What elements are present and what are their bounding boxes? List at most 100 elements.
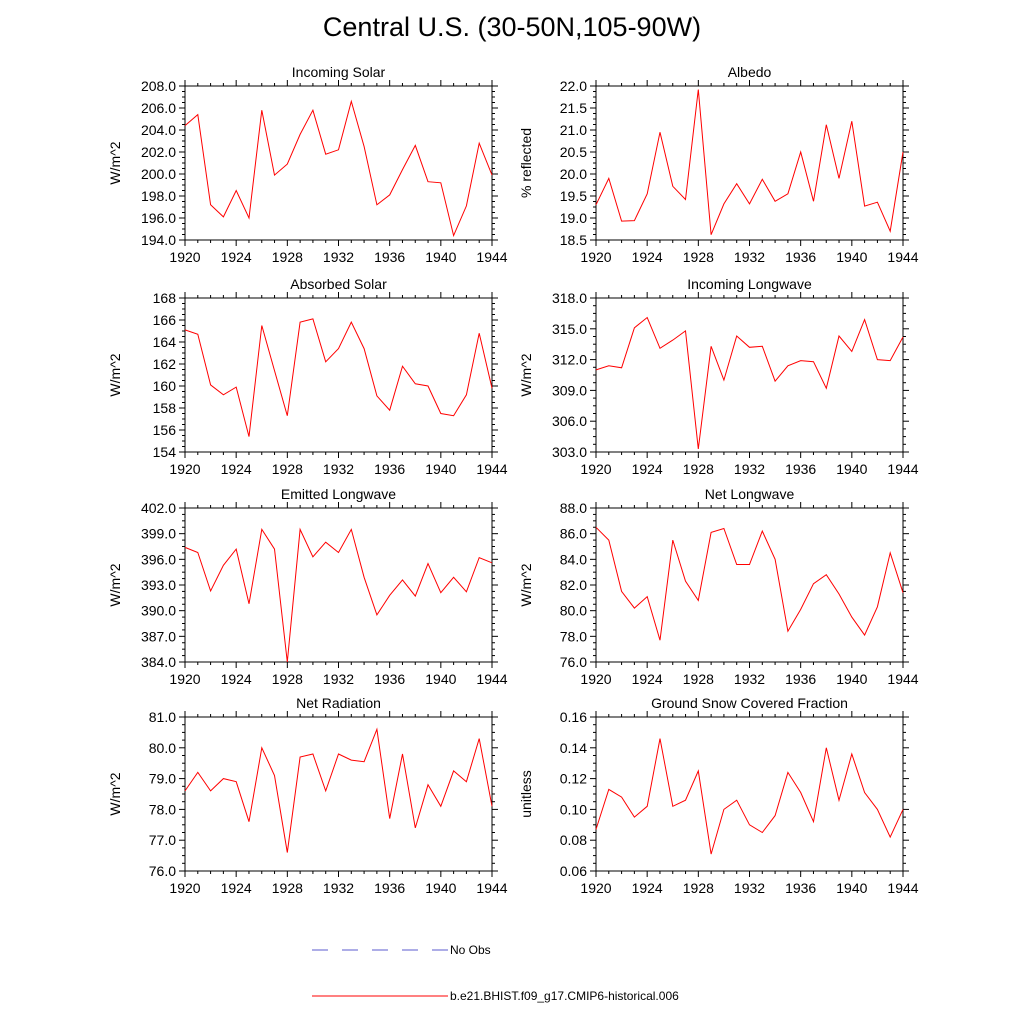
- y-tick-label: 194.0: [141, 232, 176, 248]
- x-tick-label: 1924: [221, 249, 252, 265]
- y-axis-label: W/m^2: [107, 141, 123, 184]
- x-tick-label: 1936: [785, 461, 816, 477]
- y-tick-label: 86.0: [560, 526, 587, 542]
- x-tick-label: 1936: [785, 249, 816, 265]
- y-axis-label: W/m^2: [518, 353, 534, 396]
- x-tick-label: 1936: [785, 880, 816, 896]
- y-tick-label: 21.5: [560, 100, 587, 116]
- y-tick-label: 0.12: [560, 771, 587, 787]
- x-tick-label: 1928: [272, 461, 303, 477]
- y-tick-label: 204.0: [141, 122, 176, 138]
- y-tick-label: 162: [153, 356, 177, 372]
- y-tick-label: 82.0: [560, 577, 587, 593]
- series-line: [184, 527, 493, 663]
- x-tick-label: 1944: [887, 249, 918, 265]
- y-tick-label: 22.0: [560, 78, 587, 94]
- x-tick-label: 1940: [425, 249, 456, 265]
- x-tick-label: 1928: [683, 249, 714, 265]
- y-tick-label: 0.06: [560, 863, 587, 879]
- x-tick-label: 1940: [836, 461, 867, 477]
- y-axis-label: W/m^2: [107, 563, 123, 606]
- x-tick-label: 1932: [734, 671, 765, 687]
- x-tick-label: 1920: [580, 880, 611, 896]
- y-tick-label: 20.5: [560, 144, 587, 160]
- chart-panel: Ground Snow Covered Fraction unitless 0.06…: [518, 695, 919, 896]
- y-tick-label: 78.0: [149, 801, 176, 817]
- y-tick-label: 200.0: [141, 166, 176, 182]
- x-tick-label: 1940: [836, 880, 867, 896]
- plot-frame: [184, 297, 493, 453]
- x-tick-label: 1936: [374, 249, 405, 265]
- x-tick-label: 1932: [323, 249, 354, 265]
- panel-title: Net Radiation: [296, 695, 381, 711]
- x-tick-label: 1920: [580, 461, 611, 477]
- x-tick-label: 1928: [272, 671, 303, 687]
- x-tick-label: 1936: [374, 880, 405, 896]
- y-tick-label: 160: [153, 378, 177, 394]
- series-line: [595, 526, 904, 641]
- plot-frame: [184, 716, 493, 872]
- series-line: [184, 99, 493, 238]
- chart-panel: Incoming Longwave W/m^2 303.0 306.0 309.0 312…: [518, 276, 919, 477]
- y-tick-label: 84.0: [560, 551, 587, 567]
- series-line: [595, 89, 904, 235]
- panel-title: Incoming Longwave: [687, 276, 812, 292]
- y-tick-label: 315.0: [552, 321, 587, 337]
- x-tick-label: 1920: [580, 671, 611, 687]
- x-tick-label: 1932: [323, 461, 354, 477]
- x-tick-label: 1944: [887, 880, 918, 896]
- y-tick-label: 0.16: [560, 709, 587, 725]
- chart-panel: Net Radiation W/m^2 76.0 77.0 78.0 79.0 80.0 81…: [107, 695, 508, 896]
- y-tick-label: 77.0: [149, 832, 176, 848]
- y-tick-label: 81.0: [149, 709, 176, 725]
- panel-title: Ground Snow Covered Fraction: [651, 695, 848, 711]
- x-tick-label: 1940: [836, 249, 867, 265]
- y-axis-label: W/m^2: [107, 353, 123, 396]
- x-tick-label: 1924: [221, 671, 252, 687]
- x-tick-label: 1932: [323, 880, 354, 896]
- x-tick-label: 1944: [476, 461, 507, 477]
- y-tick-label: 402.0: [141, 500, 176, 516]
- x-tick-label: 1940: [425, 671, 456, 687]
- y-tick-label: 80.0: [560, 603, 587, 619]
- y-tick-label: 198.0: [141, 188, 176, 204]
- x-tick-label: 1932: [734, 880, 765, 896]
- y-axis-label: % reflected: [518, 128, 534, 198]
- chart-panel: Albedo % reflected 18.5 19.0 19.5 20.0 20.5 21.…: [518, 64, 919, 265]
- y-tick-label: 202.0: [141, 144, 176, 160]
- x-tick-label: 1940: [836, 671, 867, 687]
- chart-panel: Net Longwave W/m^2 76.0 78.0 80.0 82.0 84.0 86.…: [518, 486, 919, 687]
- plot-frame: [595, 85, 904, 241]
- plot-frame: [184, 85, 493, 241]
- x-tick-label: 1936: [374, 671, 405, 687]
- x-tick-label: 1928: [272, 249, 303, 265]
- y-tick-label: 21.0: [560, 122, 587, 138]
- x-tick-label: 1924: [632, 880, 663, 896]
- y-tick-label: 208.0: [141, 78, 176, 94]
- panel-title: Albedo: [728, 64, 772, 80]
- y-tick-label: 393.0: [141, 577, 176, 593]
- y-tick-label: 76.0: [149, 863, 176, 879]
- panel-title: Absorbed Solar: [290, 276, 387, 292]
- x-tick-label: 1944: [476, 880, 507, 896]
- y-tick-label: 78.0: [560, 628, 587, 644]
- x-tick-label: 1924: [632, 671, 663, 687]
- y-tick-label: 196.0: [141, 210, 176, 226]
- x-tick-label: 1920: [169, 461, 200, 477]
- x-tick-label: 1940: [425, 461, 456, 477]
- series-line: [595, 316, 904, 449]
- x-tick-label: 1932: [734, 249, 765, 265]
- y-tick-label: 19.0: [560, 210, 587, 226]
- panel-title: Net Longwave: [705, 486, 795, 502]
- y-tick-label: 168: [153, 290, 177, 306]
- x-tick-label: 1932: [734, 461, 765, 477]
- y-tick-label: 164: [153, 334, 177, 350]
- y-tick-label: 0.08: [560, 832, 587, 848]
- y-tick-label: 158: [153, 400, 177, 416]
- y-tick-label: 18.5: [560, 232, 587, 248]
- x-tick-label: 1928: [683, 880, 714, 896]
- series-line: [595, 738, 904, 855]
- x-tick-label: 1920: [169, 671, 200, 687]
- y-tick-label: 384.0: [141, 654, 176, 670]
